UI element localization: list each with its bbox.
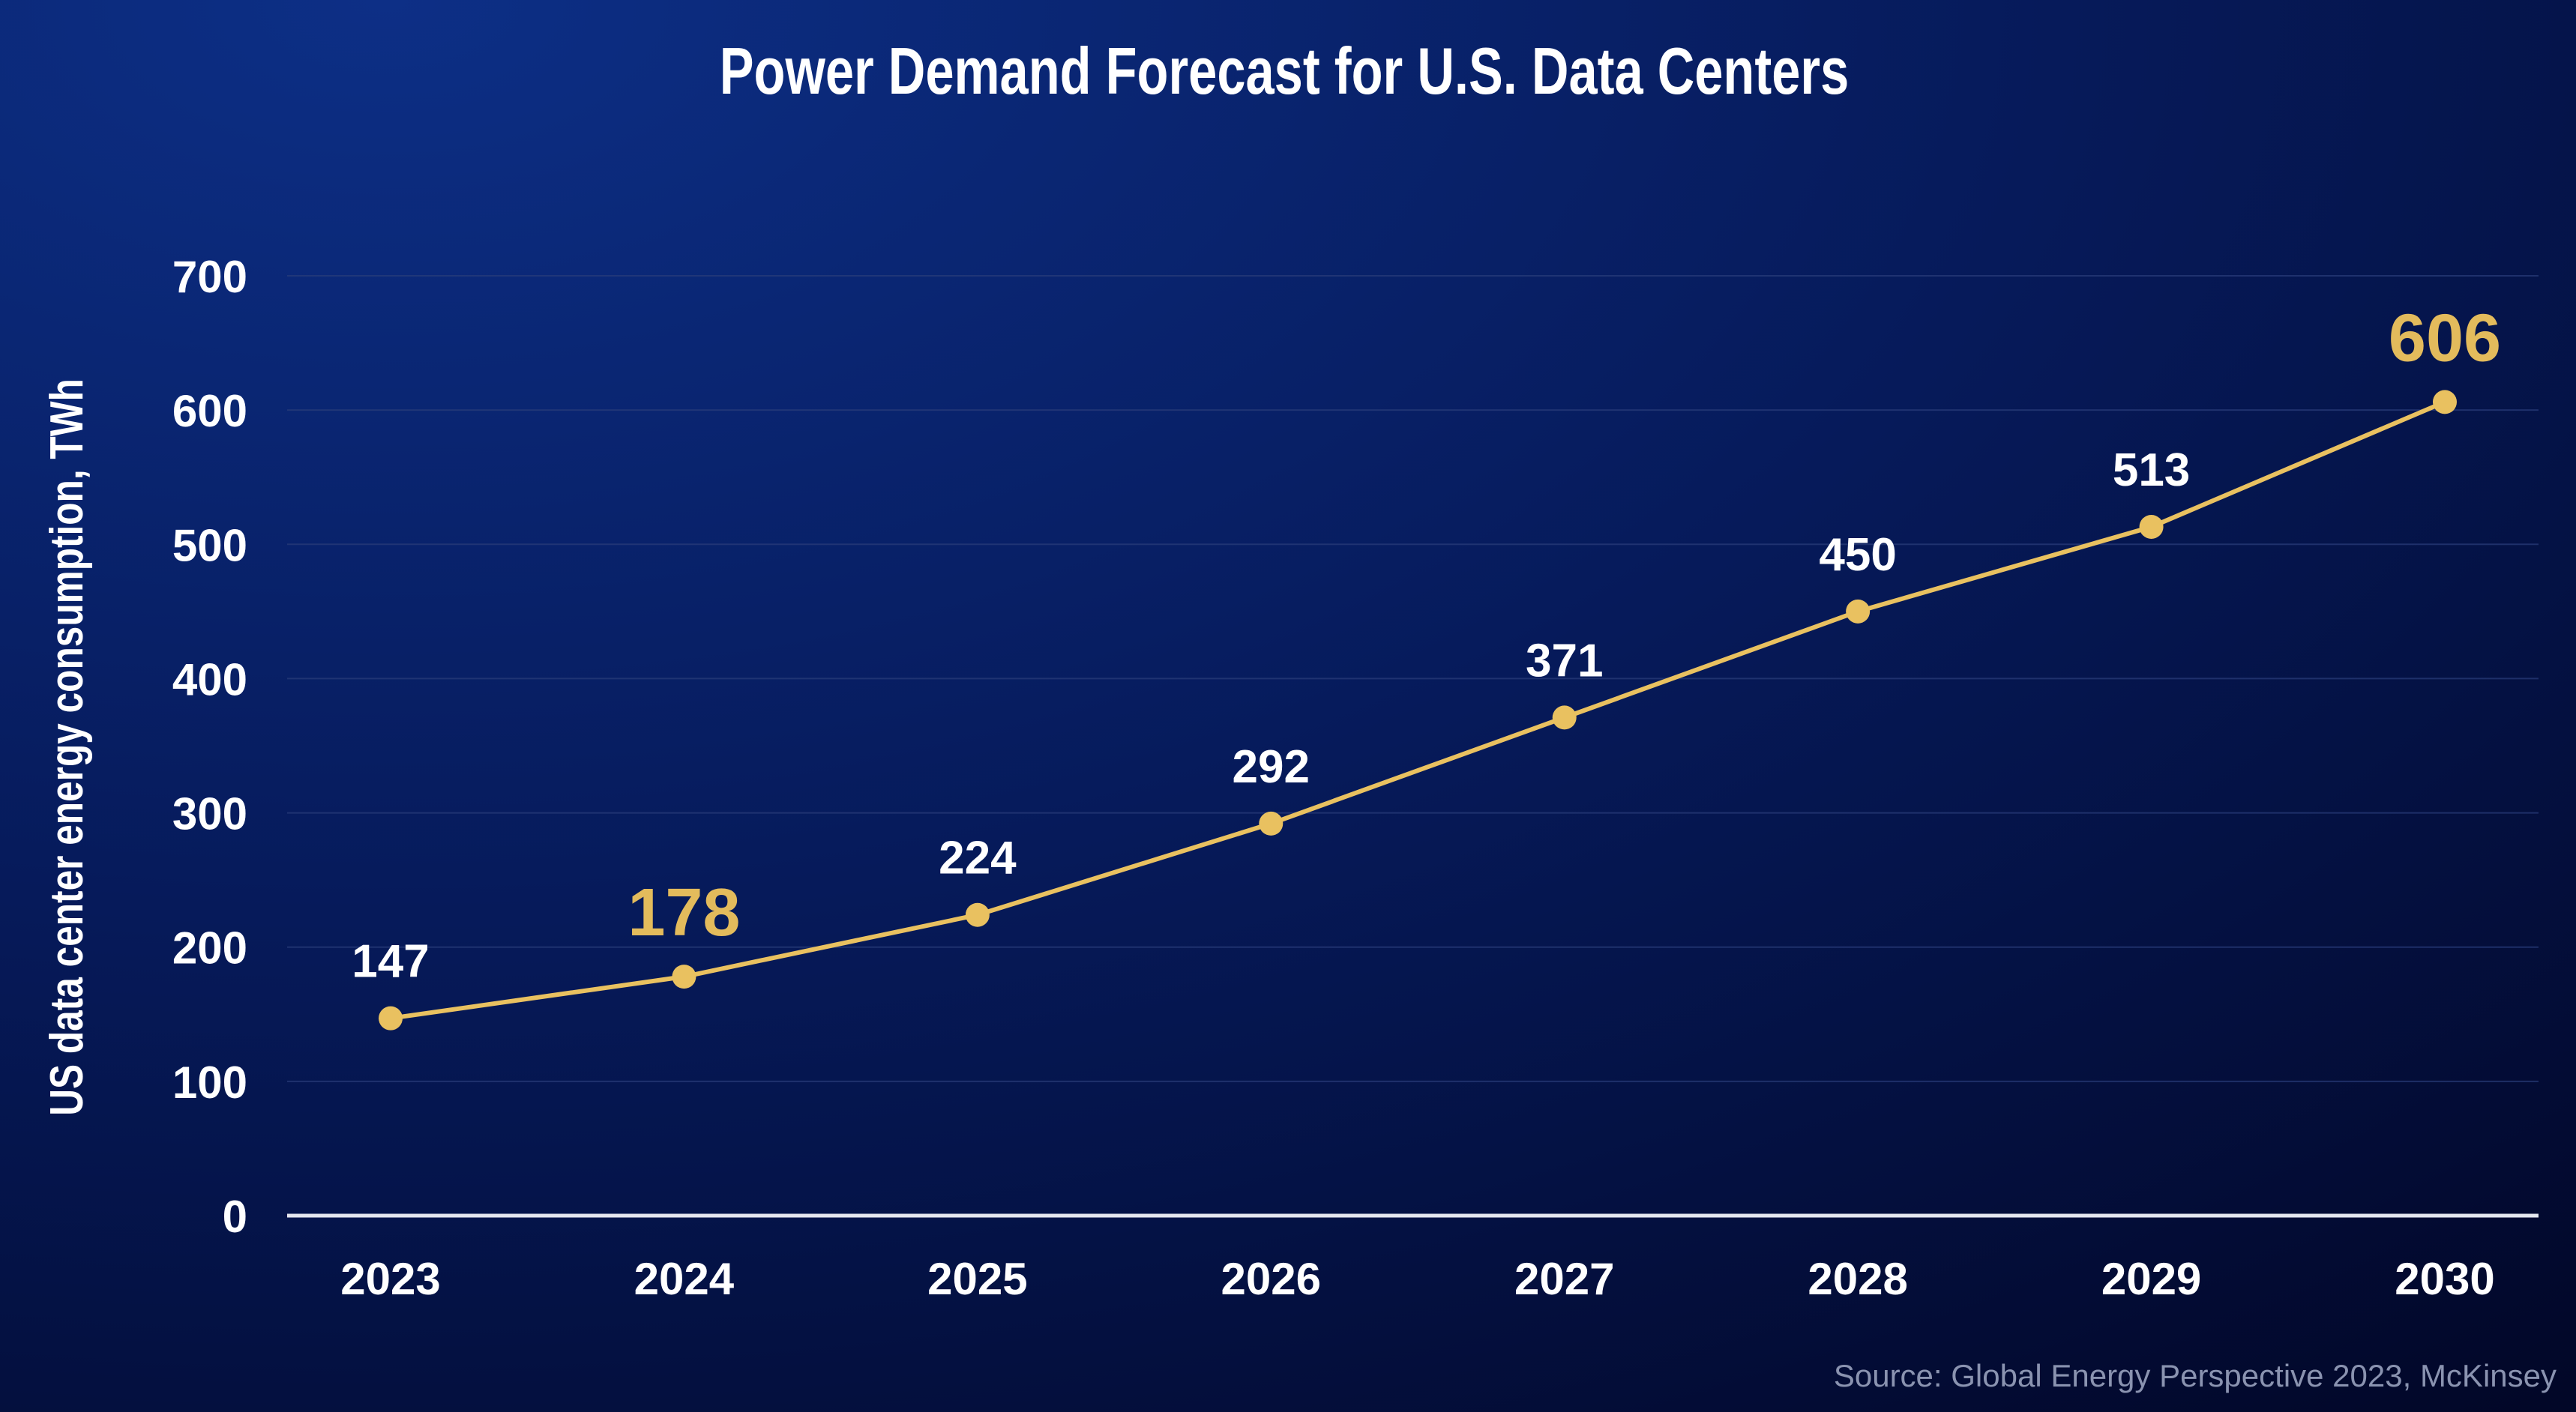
x-tick-label: 2025 — [927, 1254, 1027, 1304]
data-point — [2433, 390, 2457, 414]
data-point — [2139, 514, 2164, 539]
data-point — [1552, 705, 1577, 730]
data-label: 513 — [2113, 444, 2190, 496]
data-label: 147 — [352, 936, 429, 988]
y-tick-label: 0 — [223, 1192, 247, 1242]
x-tick-label: 2030 — [2395, 1254, 2494, 1304]
y-tick-label: 700 — [172, 252, 247, 302]
y-tick-label: 300 — [172, 789, 247, 839]
data-point — [965, 902, 990, 927]
y-tick-label: 600 — [172, 386, 247, 436]
data-label: 371 — [1526, 635, 1603, 687]
data-point — [1259, 811, 1284, 836]
data-label: 292 — [1233, 741, 1310, 793]
y-tick-label: 100 — [172, 1058, 247, 1108]
source-note: Source: Global Energy Perspective 2023, … — [1834, 1358, 2557, 1393]
x-tick-label: 2029 — [2101, 1254, 2201, 1304]
y-tick-label: 400 — [172, 654, 247, 705]
series-line — [390, 399, 2446, 1021]
data-point — [379, 1006, 403, 1031]
chart-title: Power Demand Forecast for U.S. Data Cent… — [720, 34, 1850, 108]
x-tick-label: 2028 — [1808, 1254, 1907, 1304]
y-tick-label: 500 — [172, 520, 247, 570]
x-tick-label: 2023 — [340, 1254, 440, 1304]
x-tick-label: 2027 — [1514, 1254, 1614, 1304]
data-label-highlight: 606 — [2389, 301, 2501, 375]
data-label: 450 — [1819, 529, 1896, 581]
x-tick-label: 2024 — [634, 1254, 735, 1304]
data-label: 224 — [939, 833, 1017, 884]
data-label-highlight: 178 — [628, 875, 740, 950]
y-axis-label: US data center energy consumption, TWh — [40, 378, 93, 1116]
data-point — [1846, 599, 1871, 624]
y-tick-label: 200 — [172, 923, 247, 974]
x-tick-label: 2026 — [1221, 1254, 1321, 1304]
data-point — [672, 965, 696, 989]
